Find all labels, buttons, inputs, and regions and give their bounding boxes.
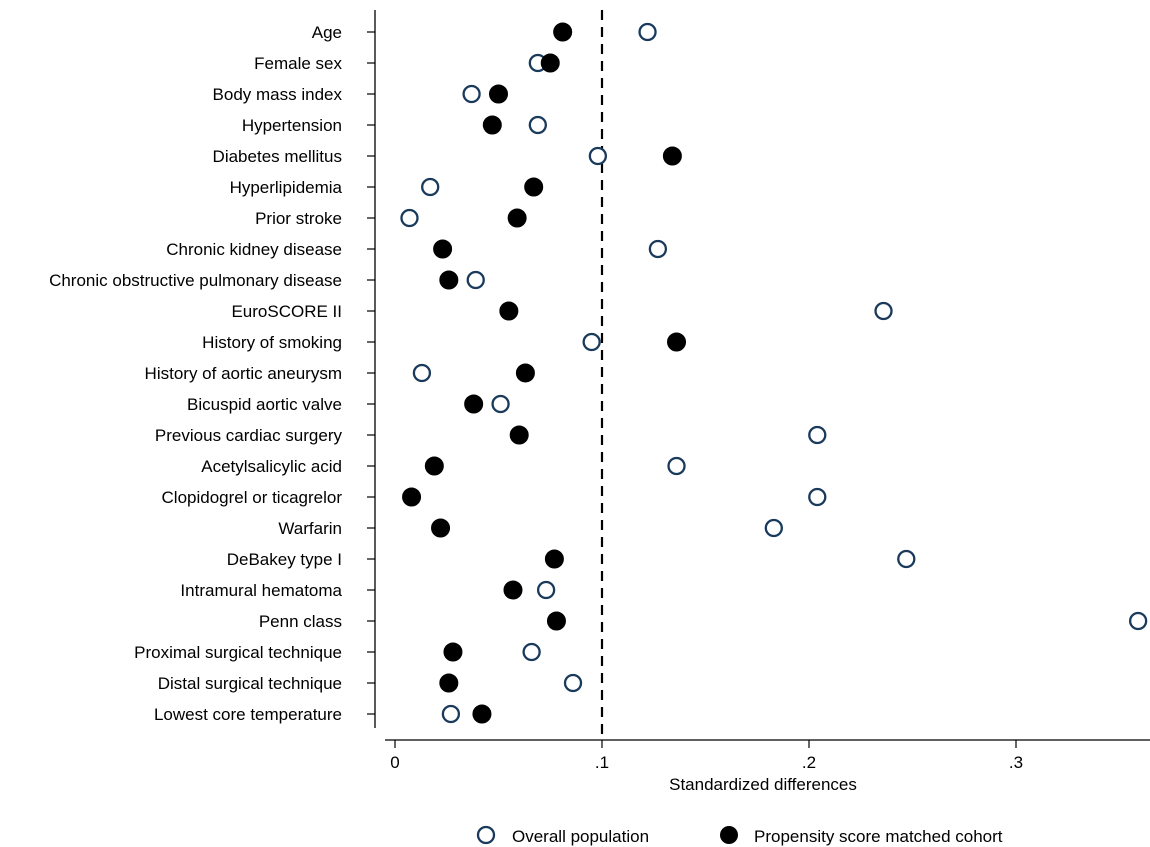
overall-population-point	[441, 704, 461, 724]
y-tick-label: Hypertension	[242, 116, 342, 135]
y-tick-label: Female sex	[254, 54, 342, 73]
plot-area	[400, 10, 1148, 740]
y-tick-label: Penn class	[259, 612, 342, 631]
y-tick-label: Warfarin	[278, 519, 342, 538]
overall-population-point	[466, 270, 485, 290]
y-tick-label: Acetylsalicylic acid	[201, 457, 342, 476]
overall-population-point	[522, 642, 541, 662]
legend-overall-population-marker	[476, 825, 496, 845]
legend-overall-population-label: Overall population	[512, 827, 649, 846]
overall-population-point	[462, 84, 481, 104]
y-tick-label: Clopidogrel or ticagrelor	[162, 488, 343, 507]
overall-population-point	[638, 22, 657, 42]
overall-population-point	[648, 239, 668, 259]
overall-population-point	[588, 146, 608, 166]
matched-cohort-point	[439, 270, 459, 290]
matched-cohort-point	[544, 549, 564, 569]
matched-cohort-point	[439, 673, 459, 693]
matched-cohort-point	[433, 239, 453, 259]
matched-cohort-point	[424, 456, 444, 476]
y-tick-label: Age	[312, 23, 342, 42]
y-tick-label: DeBakey type I	[227, 550, 342, 569]
x-tick-label: .1	[595, 753, 609, 772]
matched-cohort-point	[503, 580, 523, 600]
x-tick-label: .2	[802, 753, 816, 772]
y-tick-label: Proximal surgical technique	[134, 643, 342, 662]
x-axis-title: Standardized differences	[669, 775, 857, 794]
matched-cohort-point	[482, 115, 502, 135]
y-tick-label: EuroSCORE II	[231, 302, 342, 321]
matched-cohort-point	[499, 301, 519, 321]
overall-population-point	[412, 363, 432, 383]
matched-cohort-point	[524, 177, 544, 197]
legend-matched-cohort-label: Propensity score matched cohort	[754, 827, 1003, 846]
overall-population-point	[874, 301, 893, 321]
y-tick-label: Prior stroke	[255, 209, 342, 228]
matched-cohort-point	[553, 22, 573, 42]
y-tick-label: Diabetes mellitus	[213, 147, 342, 166]
matched-cohort-point	[443, 642, 463, 662]
matched-cohort-point	[662, 146, 682, 166]
y-tick-label: Bicuspid aortic valve	[187, 395, 342, 414]
y-tick-label: Previous cardiac surgery	[155, 426, 343, 445]
matched-cohort-point	[431, 518, 451, 538]
overall-population-point	[808, 487, 827, 507]
matched-cohort-point	[402, 487, 422, 507]
overall-population-point	[582, 332, 601, 352]
y-tick-label: Hyperlipidemia	[230, 178, 343, 197]
matched-cohort-point	[546, 611, 566, 631]
y-tick-label: Chronic kidney disease	[166, 240, 342, 259]
matched-cohort-point	[515, 363, 535, 383]
y-tick-label: History of aortic aneurysm	[145, 364, 342, 383]
overall-population-point	[563, 673, 583, 693]
x-tick-label: 0	[390, 753, 399, 772]
y-tick-label: Lowest core temperature	[154, 705, 342, 724]
y-tick-label: Chronic obstructive pulmonary disease	[49, 271, 342, 290]
matched-cohort-point	[540, 53, 560, 73]
x-tick-label: .3	[1009, 753, 1023, 772]
overall-population-point	[400, 208, 419, 228]
matched-cohort-point	[464, 394, 484, 414]
overall-population-point	[1128, 611, 1148, 631]
overall-population-point	[667, 456, 686, 476]
overall-population-point	[421, 177, 440, 197]
legend-matched-cohort-marker	[720, 826, 738, 844]
matched-cohort-point	[489, 84, 508, 104]
y-axis: Age Female sex Body mass index Hypertension…	[49, 10, 376, 728]
y-tick-label: Intramural hematoma	[180, 581, 342, 600]
overall-population-point	[897, 549, 916, 569]
legend: Overall population Propensity score match…	[476, 825, 1003, 846]
y-tick-label: Body mass index	[213, 85, 343, 104]
overall-population-point	[808, 425, 827, 445]
matched-cohort-point	[509, 425, 529, 445]
y-tick-label: Distal surgical technique	[158, 674, 342, 693]
matched-cohort-point	[667, 332, 687, 352]
overall-population-point	[491, 394, 510, 414]
matched-cohort-point	[507, 208, 527, 228]
y-tick-label: History of smoking	[202, 333, 342, 352]
overall-population-point	[764, 518, 783, 538]
matched-cohort-point	[472, 704, 492, 724]
overall-population-point	[536, 580, 556, 600]
x-axis: 0 .1 .2 .3	[385, 739, 1150, 772]
overall-population-point	[528, 115, 547, 135]
